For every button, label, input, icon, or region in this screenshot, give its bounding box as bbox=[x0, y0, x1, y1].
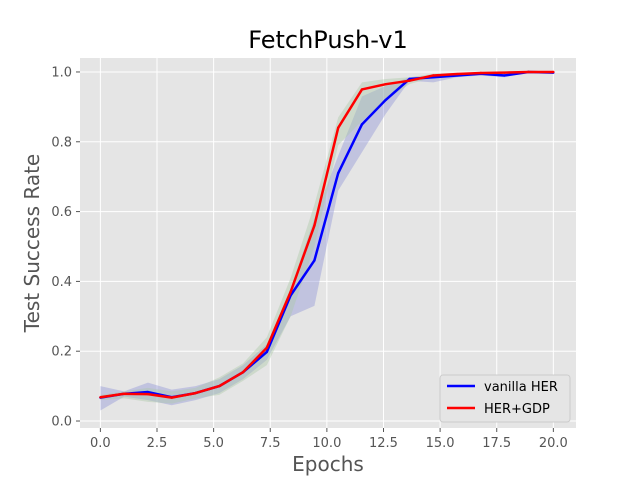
point-vanilla-her bbox=[503, 74, 506, 77]
point-her-gdp bbox=[99, 396, 102, 399]
point-her-gdp bbox=[527, 70, 530, 74]
point-her-gdp bbox=[146, 392, 150, 396]
point-vanilla-her bbox=[265, 350, 269, 354]
x-tick-label: 2.5 bbox=[147, 436, 168, 451]
point-her-gdp bbox=[194, 391, 197, 395]
band-vanilla-her bbox=[100, 71, 554, 411]
x-axis-ticks: 0.0 2.5 5.0 7.5 10.0 12.5 15.0 17.5 20.0 bbox=[90, 428, 568, 451]
point-her-gdp bbox=[265, 346, 269, 349]
point-vanilla-her bbox=[360, 123, 364, 126]
x-tick-label: 12.5 bbox=[369, 436, 398, 451]
y-tick-label: 0.0 bbox=[51, 415, 72, 430]
point-her-gdp bbox=[289, 290, 292, 294]
point-her-gdp bbox=[479, 71, 483, 75]
chart-title: FetchPush-v1 bbox=[248, 26, 408, 54]
legend-label-her-gdp: HER+GDP bbox=[484, 402, 550, 417]
line-her-gdp bbox=[100, 70, 554, 399]
point-her-gdp bbox=[313, 224, 316, 227]
point-her-gdp bbox=[218, 384, 221, 388]
x-tick-label: 5.0 bbox=[203, 436, 224, 451]
point-vanilla-her bbox=[336, 171, 340, 175]
y-axis-ticks: 0.0 0.2 0.4 0.6 0.8 1.0 bbox=[51, 65, 80, 430]
point-her-gdp bbox=[408, 79, 411, 82]
point-her-gdp bbox=[170, 396, 173, 399]
confidence-bands bbox=[100, 71, 554, 411]
plot-area bbox=[80, 58, 576, 428]
y-tick-label: 0.2 bbox=[51, 345, 72, 360]
legend: vanilla HER HER+GDP bbox=[439, 374, 571, 423]
point-her-gdp bbox=[503, 71, 506, 74]
point-vanilla-her bbox=[313, 259, 316, 262]
point-her-gdp bbox=[360, 88, 364, 91]
y-tick-label: 0.4 bbox=[51, 275, 72, 290]
point-her-gdp bbox=[336, 126, 340, 130]
point-her-gdp bbox=[432, 74, 435, 77]
y-tick-label: 0.8 bbox=[51, 135, 72, 150]
x-axis-label: Epochs bbox=[292, 452, 364, 476]
x-tick-label: 20.0 bbox=[539, 436, 568, 451]
x-tick-label: 0.0 bbox=[90, 436, 111, 451]
point-her-gdp bbox=[384, 82, 387, 86]
x-tick-label: 10.0 bbox=[312, 436, 341, 451]
y-tick-label: 0.6 bbox=[51, 205, 72, 220]
point-vanilla-her bbox=[384, 98, 387, 102]
point-her-gdp bbox=[455, 72, 459, 76]
series-lines bbox=[99, 70, 555, 399]
x-tick-label: 7.5 bbox=[260, 436, 281, 451]
legend-label-vanilla-her: vanilla HER bbox=[484, 380, 558, 395]
x-tick-label: 15.0 bbox=[426, 436, 455, 451]
point-her-gdp bbox=[241, 370, 245, 374]
point-vanilla-her bbox=[146, 390, 150, 394]
x-tick-label: 17.5 bbox=[482, 436, 511, 451]
point-her-gdp bbox=[552, 70, 555, 74]
point-her-gdp bbox=[122, 392, 126, 395]
y-axis-label: Test Success Rate bbox=[20, 154, 44, 333]
y-tick-label: 1.0 bbox=[51, 65, 72, 80]
